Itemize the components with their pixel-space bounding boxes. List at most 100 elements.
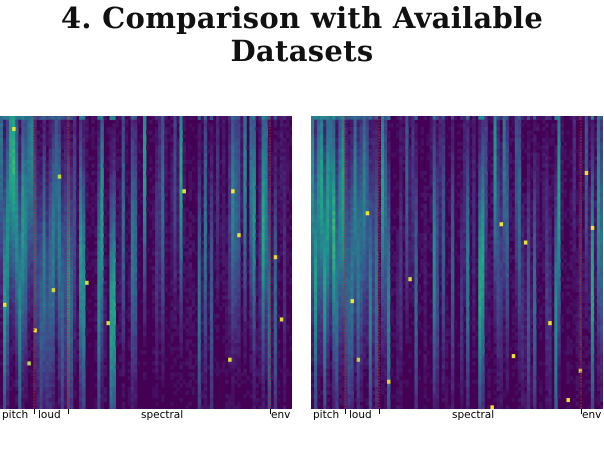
- heatmap-cell: [30, 222, 34, 227]
- heatmap-cell: [66, 159, 71, 165]
- heatmap-cell: [18, 343, 22, 348]
- heatmap-cell: [209, 167, 214, 172]
- heatmap-cell: [42, 332, 47, 337]
- heatmap-cell: [36, 141, 40, 146]
- heatmap-cell: [36, 295, 40, 300]
- heatmap-cell: [209, 159, 214, 165]
- heatmap-cell: [73, 262, 77, 267]
- heatmap-cell: [42, 390, 47, 395]
- heatmap-cell: [249, 119, 253, 124]
- heatmap-cell: [94, 354, 98, 359]
- heatmap-cell: [0, 343, 4, 348]
- heatmap-cell: [109, 178, 113, 183]
- heatmap-cell: [237, 163, 241, 168]
- heatmap-cell: [36, 321, 40, 326]
- heatmap-cell: [206, 141, 211, 146]
- heatmap-cell: [82, 313, 86, 318]
- heatmap-cell: [60, 390, 65, 395]
- heatmap-cell: [121, 306, 126, 311]
- heatmap-cell: [18, 229, 22, 234]
- heatmap-cell: [234, 214, 238, 219]
- heatmap-cell: [161, 236, 165, 241]
- heatmap-cell: [27, 313, 31, 318]
- heatmap-cell: [155, 310, 159, 315]
- heatmap-cell: [127, 229, 132, 234]
- heatmap-cell: [158, 361, 162, 366]
- heatmap-cell: [215, 170, 220, 175]
- heatmap-cell: [225, 222, 229, 227]
- heatmap-cell: [243, 277, 247, 282]
- heatmap-cell: [222, 196, 226, 201]
- heatmap-cell: [54, 134, 59, 139]
- heatmap-cell: [194, 332, 199, 337]
- heatmap-cell: [237, 207, 241, 212]
- heatmap-cell: [42, 291, 47, 296]
- heatmap-cell: [39, 383, 43, 388]
- heatmap-cell: [63, 317, 68, 322]
- heatmap-cell: [24, 229, 28, 234]
- heatmap-cell: [51, 145, 56, 150]
- heatmap-cell: [209, 229, 214, 234]
- heatmap-cell: [60, 387, 65, 392]
- heatmap-cell: [21, 200, 25, 205]
- heatmap-cell: [82, 229, 86, 234]
- heatmap-cell: [24, 211, 28, 216]
- heatmap-cell: [0, 247, 4, 252]
- heatmap-cell: [21, 211, 25, 216]
- heatmap-cell: [215, 277, 220, 282]
- heatmap-cell: [48, 258, 53, 263]
- heatmap-cell: [188, 328, 193, 333]
- heatmap-cell: [222, 368, 226, 373]
- heatmap-cell: [27, 291, 31, 296]
- heatmap-cell: [97, 130, 101, 135]
- heatmap-cell: [158, 167, 162, 172]
- heatmap-cell: [164, 317, 168, 322]
- heatmap-cell: [237, 306, 241, 311]
- heatmap-cell: [161, 137, 165, 143]
- heatmap-cell: [54, 255, 59, 260]
- heatmap-cell: [33, 277, 37, 282]
- heatmap-cell: [24, 185, 28, 190]
- heatmap-cell: [215, 185, 220, 190]
- heatmap-cell: [60, 273, 65, 278]
- heatmap-cell: [206, 255, 211, 260]
- heatmap-cell: [6, 211, 10, 216]
- heatmap-cell: [24, 343, 28, 348]
- heatmap-cell: [66, 343, 71, 348]
- heatmap-cell: [39, 236, 43, 241]
- heatmap-cell: [228, 361, 232, 366]
- heatmap-cell: [39, 280, 43, 285]
- heatmap-cell: [27, 163, 31, 168]
- heatmap-cell: [69, 163, 74, 168]
- heatmap-cell: [106, 126, 110, 132]
- heatmap-cell: [39, 398, 43, 403]
- heatmap-cell: [127, 346, 132, 351]
- heatmap-cell: [155, 251, 159, 256]
- heatmap-cell: [219, 116, 223, 121]
- heatmap-cell: [136, 141, 141, 146]
- heatmap-cell: [39, 196, 43, 201]
- heatmap-cell: [66, 211, 71, 216]
- heatmap-cell: [73, 222, 77, 227]
- heatmap-cell: [215, 192, 220, 197]
- heatmap-cell: [79, 181, 83, 186]
- heatmap-cell: [164, 163, 168, 168]
- heatmap-cell: [170, 185, 174, 190]
- heatmap-cell: [12, 123, 16, 128]
- heatmap-cell: [203, 174, 208, 179]
- heatmap-cell: [155, 368, 159, 373]
- heatmap-cell: [149, 258, 153, 263]
- heatmap-cell: [215, 266, 220, 271]
- heatmap-cell: [97, 167, 101, 172]
- heatmap-cell: [155, 339, 159, 344]
- heatmap-cell: [155, 299, 159, 304]
- heatmap-cell: [69, 343, 74, 348]
- heatmap-cell: [206, 365, 211, 370]
- heatmap-cell: [225, 306, 229, 311]
- heatmap-cell: [252, 141, 256, 146]
- heatmap-cell: [191, 218, 196, 223]
- heatmap-cell: [94, 339, 98, 344]
- heatmap-cell: [85, 159, 89, 165]
- heatmap-cell: [27, 233, 31, 238]
- heatmap-cell: [206, 233, 211, 238]
